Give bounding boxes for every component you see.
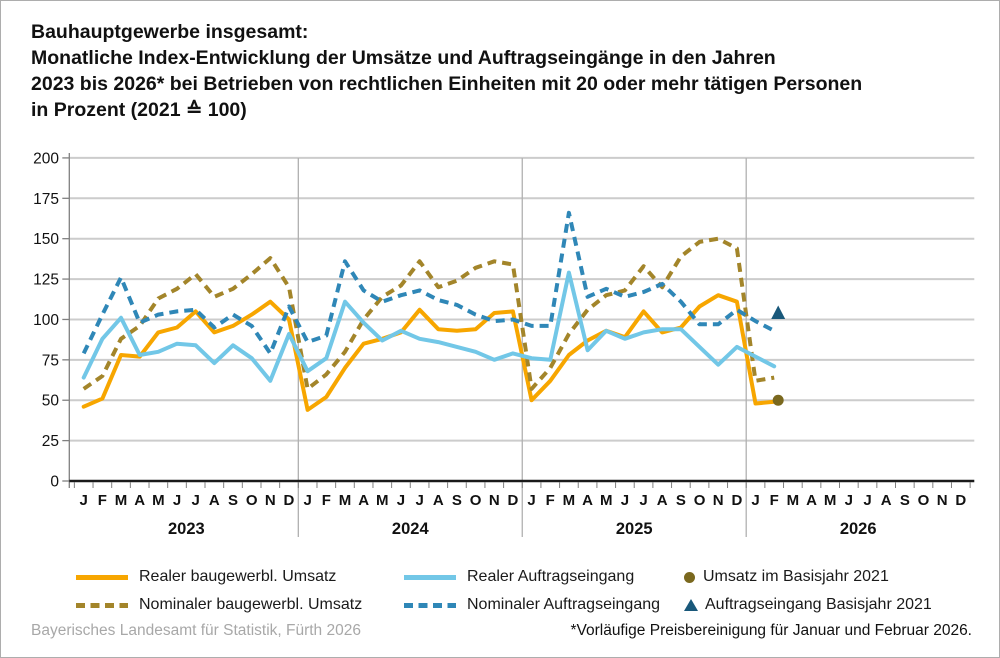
month-label: J [80,492,88,509]
legend-item-umsatz-basisjahr: Umsatz im Basisjahr 2021 [684,567,889,587]
y-axis-label-75: 75 [42,352,59,369]
legend-label: Nominaler Auftragseingang [467,596,661,613]
legend-item-realer-umsatz: Realer baugewerbl. Umsatz [76,567,336,587]
month-label: J [192,492,200,509]
month-label: J [621,492,629,509]
month-label: O [246,492,258,509]
month-label: M [339,492,352,509]
month-label: J [173,492,181,509]
month-label: A [582,492,593,509]
month-label: S [228,492,238,509]
month-label: M [152,492,165,509]
month-label: J [527,492,535,509]
y-axis-label-200: 200 [33,150,59,167]
y-axis-label-175: 175 [33,191,59,208]
legend-item-nominaler-umsatz: Nominaler baugewerbl. Umsatz [76,595,362,615]
month-label: M [115,492,128,509]
source-attribution: Bayerisches Landesamt für Statistik, Für… [31,622,361,639]
nominaler-auftragseingang-dashed-swatch [404,602,456,608]
series-line-nominaler-baugewerbl-umsatz [82,236,775,391]
month-label: O [918,492,930,509]
month-label: A [657,492,668,509]
y-axis-label-0: 0 [50,474,59,491]
basisjahr-auftragseingang-marker [771,305,786,319]
month-label: M [787,492,800,509]
month-label: A [134,492,145,509]
month-label: J [397,492,405,509]
month-label: M [600,492,613,509]
month-label: F [98,492,107,509]
triangle-marker-icon [684,599,698,611]
legend-label: Auftragseingang Basisjahr 2021 [705,596,932,613]
year-label-2026: 2026 [840,520,877,538]
month-label: J [845,492,853,509]
circle-marker-icon [684,571,695,583]
legend-item-auftragseingang-basisjahr: Auftragseingang Basisjahr 2021 [684,595,932,615]
month-label: A [806,492,817,509]
month-label: M [376,492,389,509]
month-label: N [937,492,948,509]
month-label: N [489,492,500,509]
legend-label: Realer Auftragseingang [467,568,635,585]
month-label: M [824,492,837,509]
year-label-2025: 2025 [616,520,653,538]
month-label: D [284,492,295,509]
chart-title-line-2: Monatliche Index-Entwicklung der Umsätze… [31,47,776,69]
month-label: F [322,492,331,509]
month-label: A [209,492,220,509]
chart-title-line-4: in Prozent (2021 ≙ 100) [31,99,247,121]
month-label: D [731,492,742,509]
y-axis-label-100: 100 [33,312,59,329]
realer-auftragseingang-line-swatch [404,574,456,580]
series-line-realer-auftragseingang [81,270,777,383]
year-label-2023: 2023 [168,520,205,538]
chart-title-line-3: 2023 bis 2026* bei Betrieben von rechtli… [31,73,863,95]
month-label: S [676,492,686,509]
nominaler-umsatz-dashed-swatch [76,602,128,608]
month-label: O [470,492,482,509]
basisjahr-umsatz-marker [772,394,784,406]
month-label: J [751,492,759,509]
month-label: A [358,492,369,509]
month-label: J [639,492,647,509]
realer-umsatz-line-swatch [76,574,128,580]
y-axis-label-125: 125 [33,272,59,289]
y-axis-label-150: 150 [33,231,59,248]
month-label: S [452,492,462,509]
month-label: J [303,492,311,509]
month-label: N [713,492,724,509]
month-label: O [694,492,706,509]
month-label: D [508,492,519,509]
chart-title: Bauhauptgewerbe insgesamt: Monatliche In… [31,19,971,123]
month-label: D [955,492,966,509]
month-label: S [900,492,910,509]
footnote: *Vorläufige Preisbereinigung für Januar … [570,622,972,639]
month-label: N [265,492,276,509]
month-label: A [881,492,892,509]
series-line-nominaler-auftragseingang [81,210,776,356]
month-label: A [433,492,444,509]
month-label: M [563,492,576,509]
legend-item-realer-auftragseingang: Realer Auftragseingang [404,567,634,587]
month-label: F [546,492,555,509]
year-label-2024: 2024 [392,520,430,538]
legend-item-nominaler-auftragseingang: Nominaler Auftragseingang [404,595,660,615]
y-axis-label-25: 25 [42,433,59,450]
legend-label: Umsatz im Basisjahr 2021 [703,568,889,585]
y-axis-label-50: 50 [42,393,60,410]
month-label: F [770,492,779,509]
chart-title-line-1: Bauhauptgewerbe insgesamt: [31,21,309,43]
legend-label: Realer baugewerbl. Umsatz [139,568,337,585]
legend-label: Nominaler baugewerbl. Umsatz [139,596,363,613]
month-label: J [863,492,871,509]
month-label: J [415,492,423,509]
